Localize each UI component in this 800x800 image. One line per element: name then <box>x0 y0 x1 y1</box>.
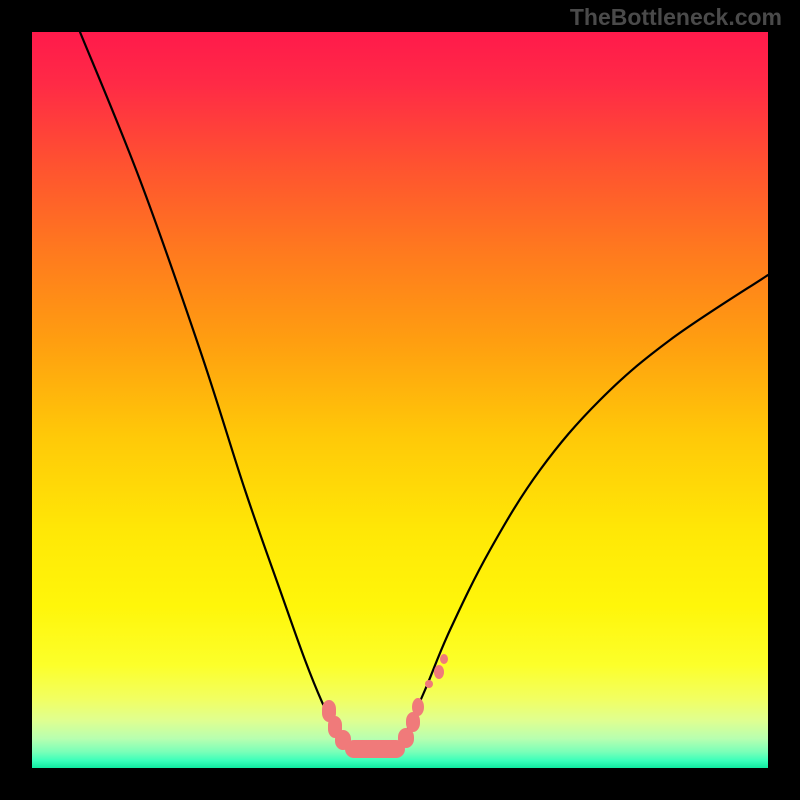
plot-area <box>32 32 768 768</box>
chart-frame: TheBottleneck.com <box>0 0 800 800</box>
watermark-text: TheBottleneck.com <box>570 4 782 31</box>
